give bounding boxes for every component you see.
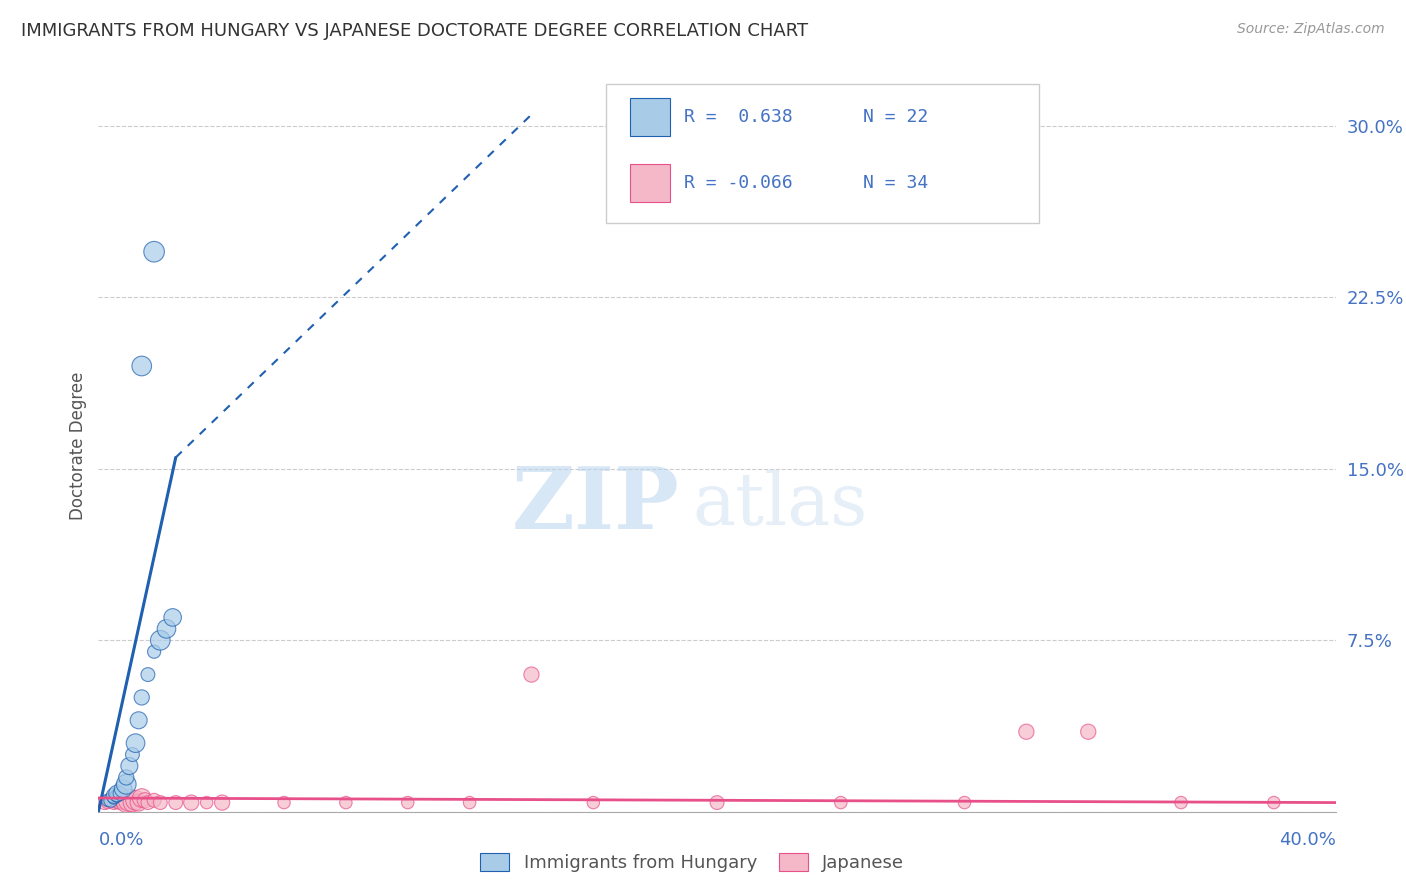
Bar [630, 98, 671, 136]
Legend: Immigrants from Hungary, Japanese: Immigrants from Hungary, Japanese [481, 853, 904, 872]
Bar [630, 163, 671, 202]
Point [108, 796, 131, 810]
Y-axis label: Doctorate Degree: Doctorate Degree [69, 372, 87, 520]
Point [143, 793, 166, 807]
Point [121, 747, 143, 762]
Point [458, 796, 481, 810]
Text: 0.0%: 0.0% [98, 830, 143, 848]
Point [105, 789, 128, 803]
Point [115, 796, 138, 810]
Point [143, 244, 166, 259]
Point [128, 714, 150, 728]
Point [115, 771, 138, 785]
Point [335, 796, 357, 810]
Point [97, 796, 120, 810]
Point [134, 793, 156, 807]
Point [131, 690, 153, 705]
Text: IMMIGRANTS FROM HUNGARY VS JAPANESE DOCTORATE DEGREE CORRELATION CHART: IMMIGRANTS FROM HUNGARY VS JAPANESE DOCT… [21, 22, 808, 40]
Point [103, 796, 125, 810]
Point [136, 796, 159, 810]
Point [131, 359, 153, 373]
Point [103, 791, 125, 805]
Text: N = 22: N = 22 [863, 108, 928, 126]
Point [112, 793, 135, 807]
Text: N = 34: N = 34 [863, 174, 928, 192]
Point [131, 791, 153, 805]
Text: R =  0.638: R = 0.638 [683, 108, 793, 126]
Text: R = -0.066: R = -0.066 [683, 174, 793, 192]
Point [128, 796, 150, 810]
Point [155, 622, 177, 636]
Text: ZIP: ZIP [512, 463, 681, 547]
Point [105, 793, 128, 807]
Point [211, 796, 233, 810]
Point [100, 793, 122, 807]
Point [121, 796, 143, 810]
Point [830, 796, 852, 810]
Point [143, 645, 166, 659]
Point [706, 796, 728, 810]
Point [105, 787, 128, 801]
Point [1263, 796, 1285, 810]
Point [1015, 724, 1038, 739]
Point [112, 781, 135, 796]
Point [953, 796, 976, 810]
Point [108, 787, 131, 801]
Point [124, 793, 146, 807]
Point [93, 796, 115, 810]
Point [273, 796, 295, 810]
Point [582, 796, 605, 810]
FancyBboxPatch shape [606, 84, 1039, 223]
Point [396, 796, 419, 810]
Point [162, 610, 184, 624]
Point [165, 796, 187, 810]
Text: 40.0%: 40.0% [1279, 830, 1336, 848]
Point [118, 793, 141, 807]
Text: atlas: atlas [692, 469, 868, 540]
Text: Source: ZipAtlas.com: Source: ZipAtlas.com [1237, 22, 1385, 37]
Point [118, 759, 141, 773]
Point [115, 777, 138, 791]
Point [97, 793, 120, 807]
Point [103, 789, 125, 803]
Point [195, 796, 218, 810]
Point [136, 667, 159, 681]
Point [180, 796, 202, 810]
Point [100, 793, 122, 807]
Point [1170, 796, 1192, 810]
Point [520, 667, 543, 681]
Point [149, 796, 172, 810]
Point [1077, 724, 1099, 739]
Point [149, 633, 172, 648]
Point [124, 736, 146, 750]
